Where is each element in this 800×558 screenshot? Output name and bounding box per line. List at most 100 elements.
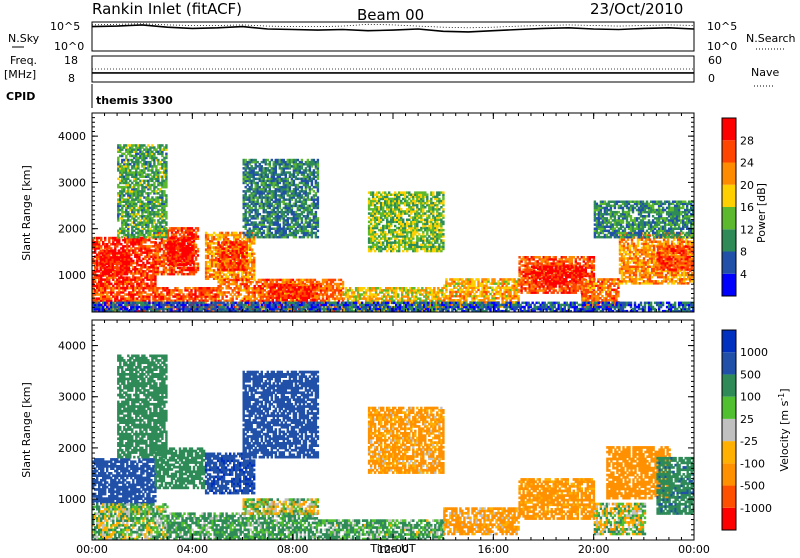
power-cell <box>533 266 535 269</box>
power-cell <box>196 287 198 290</box>
power-cell <box>256 287 258 290</box>
power-cell <box>225 285 227 288</box>
power-cell <box>551 266 553 269</box>
nsky-series-0 <box>92 25 694 32</box>
power-cell <box>437 287 439 290</box>
power-cell <box>276 284 278 287</box>
power-cell <box>225 241 227 244</box>
power-cell <box>106 269 108 272</box>
power-cell <box>559 258 561 261</box>
nave-label: Nave <box>751 66 779 79</box>
power-cell <box>587 280 589 283</box>
power-cell <box>106 276 108 279</box>
station-title: Rankin Inlet (fitACF) <box>92 0 242 18</box>
power-cell <box>166 287 168 290</box>
power-cell <box>180 289 182 292</box>
power-cell <box>104 237 106 240</box>
power-cell <box>106 291 108 294</box>
power-cell <box>251 248 253 251</box>
power-cell <box>225 281 227 284</box>
power-cell <box>497 297 499 300</box>
power-cell <box>191 241 193 244</box>
power-cell <box>334 279 336 282</box>
power-cell <box>167 256 169 259</box>
freq-unit: [MHz] <box>4 68 36 81</box>
power-cell <box>581 276 583 279</box>
power-cell <box>593 278 595 281</box>
power-cell <box>397 293 399 296</box>
power-cell <box>191 255 193 257</box>
nsky-label: N.Sky <box>8 32 40 45</box>
power-cell <box>167 269 169 272</box>
power-cell <box>589 256 591 259</box>
power-cell <box>227 275 229 278</box>
power-cell <box>246 260 248 263</box>
freq-tick-bottom: 8 <box>68 72 75 85</box>
power-cell <box>377 297 379 300</box>
cpid-label: CPID <box>6 90 35 103</box>
power-cell <box>217 241 219 244</box>
power-cell <box>197 235 199 238</box>
power-cell <box>136 247 138 250</box>
power-cell <box>377 287 379 290</box>
power-cell <box>286 279 288 282</box>
power-cell <box>197 248 199 251</box>
power-cell <box>587 295 589 298</box>
power-cell <box>497 291 499 294</box>
freq-label: Freq. <box>10 54 37 67</box>
power-cell <box>167 273 169 276</box>
power-cell <box>106 250 108 253</box>
nave-tick-top: 60 <box>708 54 722 67</box>
power-cell <box>166 297 168 300</box>
date-label: 23/Oct/2010 <box>590 0 683 18</box>
nsky-panel: N.Sky 10^5 10^0 10^5 10^0 N.Search <box>8 20 796 53</box>
power-cell <box>347 289 349 292</box>
power-cell <box>191 245 193 248</box>
power-cell <box>256 297 258 300</box>
power-cell <box>528 277 530 280</box>
power-cell <box>593 273 595 276</box>
power-cell <box>316 284 318 287</box>
power-cell <box>493 278 495 281</box>
power-cell <box>555 256 557 259</box>
power-cell <box>136 268 138 271</box>
power-cell <box>195 244 197 247</box>
power-cell <box>557 278 559 281</box>
power-cell <box>593 264 595 267</box>
nsky-tick-top: 10^5 <box>50 20 80 33</box>
power-cell <box>342 281 344 284</box>
power-cell <box>316 281 318 284</box>
power-cell <box>225 295 227 298</box>
nsearch-tick-bottom: 10^0 <box>707 40 737 53</box>
power-cell <box>407 289 409 292</box>
power-cell <box>433 287 435 290</box>
power-cell <box>589 264 591 267</box>
power-cell <box>528 281 530 284</box>
power-cell <box>246 266 248 269</box>
power-cell <box>197 254 199 257</box>
power-cell <box>517 295 519 298</box>
power-cell <box>288 294 290 297</box>
power-cell <box>128 252 130 255</box>
power-cell <box>593 256 595 259</box>
power-cell <box>487 278 489 281</box>
freq-tick-top: 18 <box>64 54 78 67</box>
power-cell <box>240 293 242 296</box>
freq-panel: Freq. [MHz] 18 8 60 0 Nave <box>4 54 779 86</box>
nave-tick-bottom: 0 <box>708 72 715 85</box>
nsky-frame <box>92 22 694 51</box>
power-cell <box>225 247 227 250</box>
power-cell <box>589 273 591 276</box>
power-cell <box>128 287 130 290</box>
power-cell <box>246 241 248 244</box>
power-cell <box>196 295 198 298</box>
power-cell <box>197 263 199 266</box>
power-cell <box>118 250 120 253</box>
power-cell <box>581 266 583 269</box>
power-cell <box>136 291 138 294</box>
power-cell <box>528 266 530 269</box>
power-cell <box>191 237 193 240</box>
